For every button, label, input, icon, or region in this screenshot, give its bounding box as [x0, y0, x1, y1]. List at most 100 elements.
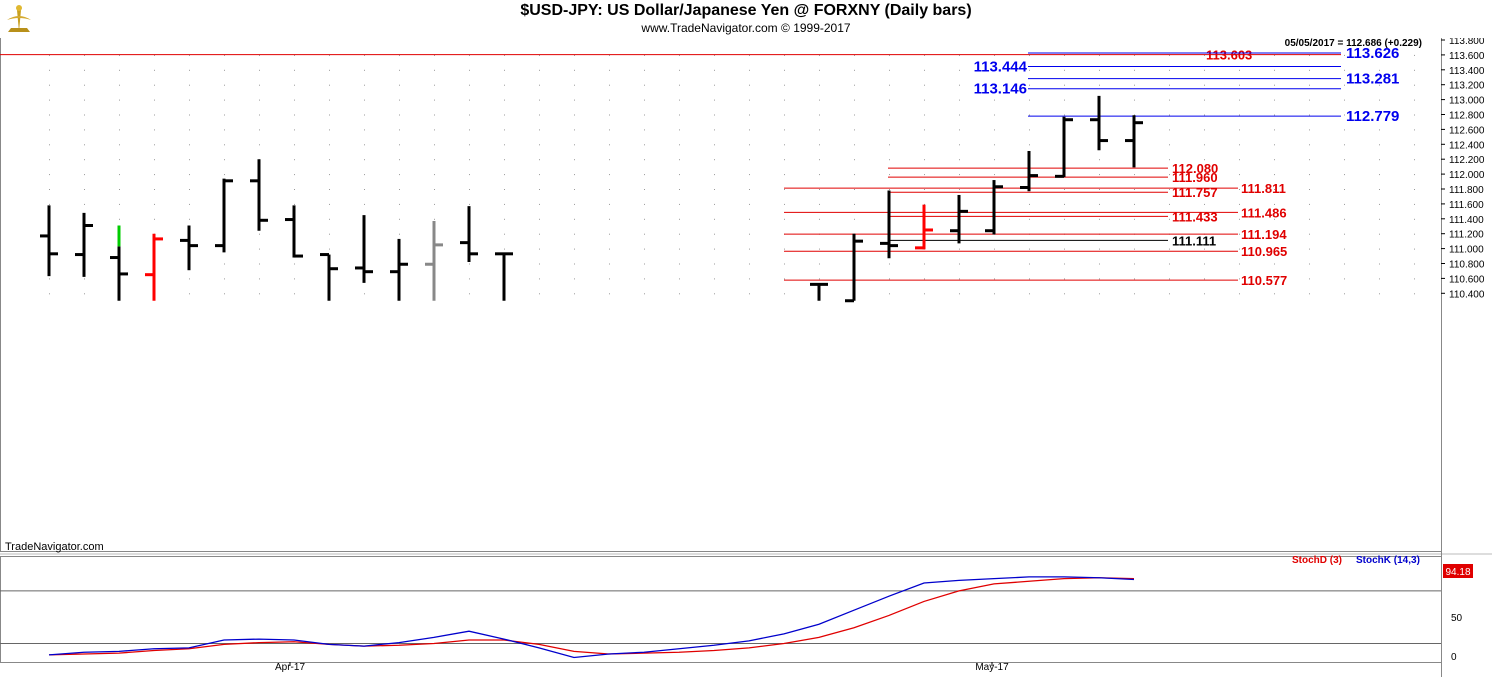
- grid-dot: [1239, 144, 1240, 146]
- grid-dot: [784, 248, 785, 250]
- grid-dot: [1134, 174, 1135, 176]
- grid-dot: [119, 203, 120, 205]
- grid-dot: [259, 114, 260, 116]
- price-tick-label: 113.000: [1449, 96, 1485, 107]
- grid-dot: [294, 84, 295, 86]
- price-tick-label: 112.600: [1449, 125, 1485, 136]
- grid-dot: [1134, 69, 1135, 71]
- grid-dot: [1414, 84, 1415, 86]
- grid-dot: [504, 129, 505, 131]
- grid-dot: [224, 129, 225, 131]
- grid-dot: [749, 54, 750, 56]
- grid-dot: [574, 293, 575, 295]
- price-panel-border: [0, 37, 1442, 552]
- grid-dot: [714, 99, 715, 101]
- grid-dot: [84, 129, 85, 131]
- grid-dot: [854, 218, 855, 220]
- grid-dot: [469, 144, 470, 146]
- level-label: 112.080: [1172, 161, 1218, 176]
- grid-dot: [329, 189, 330, 190]
- grid-dot: [749, 114, 750, 116]
- grid-dot: [679, 203, 680, 205]
- grid-dot: [154, 84, 155, 86]
- grid-dot: [819, 263, 820, 265]
- grid-dot: [294, 69, 295, 71]
- grid-dot: [1274, 263, 1275, 265]
- grid-dot: [679, 54, 680, 56]
- grid-dot: [749, 203, 750, 205]
- grid-dot: [889, 293, 890, 295]
- grid-dot: [644, 203, 645, 205]
- grid-dot: [994, 278, 995, 280]
- grid-dot: [749, 69, 750, 71]
- grid-dot: [1029, 144, 1030, 146]
- grid-dot: [259, 293, 260, 295]
- grid-dot: [294, 99, 295, 101]
- price-tick-label: 112.800: [1449, 111, 1485, 122]
- grid-dot: [714, 144, 715, 146]
- level-label: 111.111: [1172, 233, 1216, 248]
- grid-dot: [819, 84, 820, 86]
- grid-dot: [1414, 54, 1415, 56]
- grid-dot: [784, 263, 785, 265]
- level-label: 111.757: [1172, 185, 1218, 200]
- grid-dot: [574, 248, 575, 250]
- grid-dot: [1309, 129, 1310, 131]
- grid-dot: [539, 114, 540, 116]
- grid-dot: [1204, 203, 1205, 205]
- grid-dot: [1414, 159, 1415, 161]
- grid-dot: [399, 99, 400, 101]
- grid-dot: [1309, 189, 1310, 190]
- grid-dot: [784, 293, 785, 295]
- grid-dot: [399, 159, 400, 161]
- grid-dot: [539, 263, 540, 265]
- grid-dot: [329, 144, 330, 146]
- grid-dot: [1064, 203, 1065, 205]
- grid-dot: [994, 84, 995, 86]
- grid-dot: [1239, 293, 1240, 295]
- grid-dot: [574, 218, 575, 220]
- grid-dot: [1029, 203, 1030, 205]
- grid-dot: [1204, 69, 1205, 71]
- grid-dot: [1029, 129, 1030, 131]
- grid-dot: [644, 114, 645, 116]
- grid-dot: [399, 203, 400, 205]
- grid-dot: [259, 233, 260, 235]
- level-label: 113.281: [1346, 71, 1399, 88]
- trade-navigator-logo-icon: [2, 2, 36, 36]
- grid-dot: [469, 114, 470, 116]
- grid-dot: [1344, 129, 1345, 131]
- grid-dot: [1204, 84, 1205, 86]
- grid-dot: [889, 114, 890, 116]
- grid-dot: [784, 278, 785, 280]
- grid-dot: [679, 129, 680, 131]
- grid-dot: [154, 99, 155, 101]
- grid-dot: [749, 263, 750, 265]
- grid-dot: [1414, 114, 1415, 116]
- grid-dot: [1134, 84, 1135, 86]
- grid-dot: [364, 189, 365, 190]
- grid-dot: [1309, 99, 1310, 101]
- grid-dot: [1379, 278, 1380, 280]
- grid-dot: [1099, 54, 1100, 56]
- grid-dot: [644, 218, 645, 220]
- grid-dot: [364, 144, 365, 146]
- grid-dot: [714, 293, 715, 295]
- grid-dot: [189, 99, 190, 101]
- grid-dot: [1379, 54, 1380, 56]
- grid-dot: [84, 203, 85, 205]
- grid-dot: [1344, 203, 1345, 205]
- grid-dot: [644, 129, 645, 131]
- grid-dot: [434, 114, 435, 116]
- grid-dot: [994, 263, 995, 265]
- grid-dot: [1169, 114, 1170, 116]
- grid-dot: [959, 129, 960, 131]
- grid-dot: [364, 203, 365, 205]
- grid-dot: [329, 218, 330, 220]
- grid-dot: [714, 278, 715, 280]
- grid-dot: [1169, 248, 1170, 250]
- grid-dot: [679, 218, 680, 220]
- price-tick-label: 111.200: [1449, 230, 1484, 241]
- grid-dot: [819, 69, 820, 71]
- grid-dot: [1274, 129, 1275, 131]
